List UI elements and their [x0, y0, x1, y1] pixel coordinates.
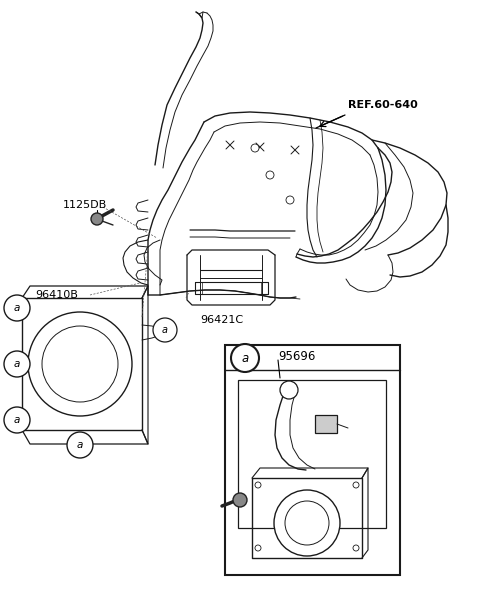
Circle shape [255, 545, 261, 551]
Text: 96410B: 96410B [35, 290, 78, 300]
Text: a: a [14, 303, 20, 313]
Text: 96421C: 96421C [200, 315, 243, 325]
Text: a: a [14, 415, 20, 425]
Text: a: a [14, 359, 20, 369]
Text: a: a [241, 352, 249, 365]
Circle shape [233, 493, 247, 507]
Circle shape [266, 171, 274, 179]
Circle shape [280, 381, 298, 399]
Circle shape [4, 407, 30, 433]
Circle shape [4, 351, 30, 377]
Text: REF.60-640: REF.60-640 [348, 100, 418, 110]
Circle shape [231, 344, 259, 372]
Circle shape [153, 318, 177, 342]
Circle shape [42, 326, 118, 402]
Circle shape [251, 144, 259, 152]
Circle shape [353, 482, 359, 488]
Bar [315, 415, 337, 433]
Circle shape [286, 196, 294, 204]
Text: 95696: 95696 [278, 350, 315, 363]
Text: 1125DB: 1125DB [63, 200, 107, 210]
Circle shape [91, 213, 103, 225]
Bar [225, 345, 400, 575]
Bar [238, 380, 386, 528]
Circle shape [353, 545, 359, 551]
Circle shape [274, 490, 340, 556]
Circle shape [285, 501, 329, 545]
Circle shape [4, 295, 30, 321]
Text: a: a [77, 440, 83, 450]
Circle shape [255, 482, 261, 488]
Circle shape [28, 312, 132, 416]
Text: a: a [162, 325, 168, 335]
Circle shape [67, 432, 93, 458]
